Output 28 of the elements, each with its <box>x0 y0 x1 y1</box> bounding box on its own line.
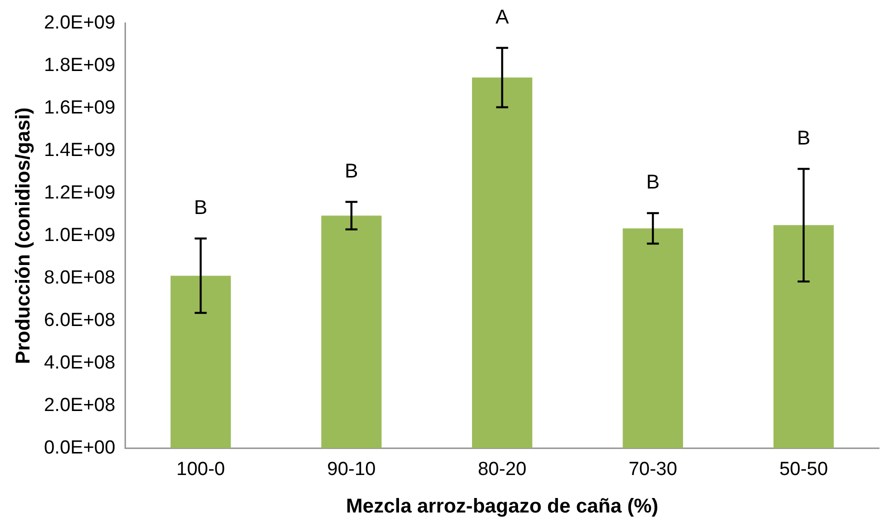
y-tick-label: 1.0E+09 <box>44 225 116 246</box>
y-tick-label: 6.0E+08 <box>44 310 116 331</box>
annotation: B <box>646 172 660 194</box>
bar <box>170 276 231 448</box>
bar <box>773 225 834 448</box>
y-tick-label: 2.0E+08 <box>44 394 116 416</box>
y-tick-label: 2.0E+09 <box>44 12 116 34</box>
x-tick-label: 70-30 <box>628 458 678 480</box>
annotation: B <box>194 197 208 220</box>
annotation: A <box>495 6 510 28</box>
annotation: B <box>796 127 810 150</box>
y-tick-label: 1.2E+09 <box>44 182 116 204</box>
x-tick-label: 50-50 <box>779 458 828 480</box>
y-tick-label: 4.0E+08 <box>44 352 116 374</box>
y-tick-label: 1.8E+09 <box>44 55 116 76</box>
y-tick-label: 1.6E+09 <box>44 98 116 119</box>
y-tick-label: 1.4E+09 <box>44 140 116 162</box>
y-tick-label: 0.0E+00 <box>44 437 116 458</box>
x-tick-label: 80-20 <box>478 458 526 480</box>
y-tick-label: 8.0E+08 <box>44 268 116 289</box>
x-tick-label: 100-0 <box>176 458 225 480</box>
bar <box>321 216 382 448</box>
annotation: B <box>344 160 358 182</box>
x-tick-label: 90-10 <box>327 458 376 480</box>
y-axis-title: Producción (conidios/gasi) <box>12 107 35 364</box>
x-axis-title: Mezcla arroz-bagazo de caña (%) <box>346 496 658 518</box>
bar <box>472 78 532 448</box>
bar <box>622 228 684 448</box>
